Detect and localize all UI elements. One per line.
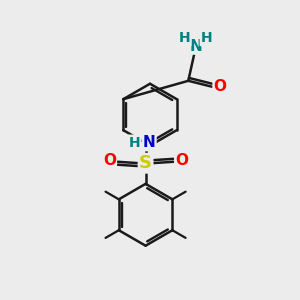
Text: H: H bbox=[179, 31, 190, 45]
Text: O: O bbox=[175, 153, 188, 168]
Text: O: O bbox=[103, 153, 116, 168]
Text: H: H bbox=[201, 31, 212, 45]
Text: H: H bbox=[129, 136, 140, 150]
Text: N: N bbox=[143, 135, 155, 150]
Text: S: S bbox=[139, 154, 152, 172]
Text: N: N bbox=[189, 39, 202, 54]
Text: O: O bbox=[214, 79, 226, 94]
